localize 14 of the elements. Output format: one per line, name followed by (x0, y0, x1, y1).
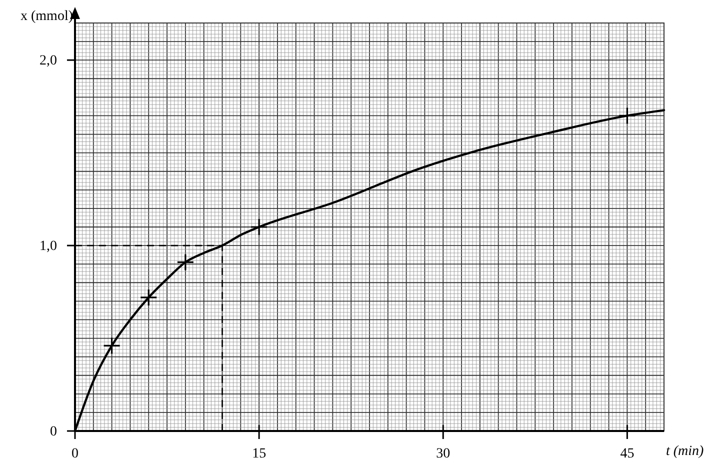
y-tick-label: 1,0 (40, 239, 57, 254)
point (176, 253, 194, 272)
point (140, 288, 158, 306)
x-tick-label: 15 (252, 446, 266, 462)
x-tick-label: 30 (436, 446, 450, 462)
point (618, 106, 636, 125)
point (250, 218, 268, 236)
y-tick-label: 2,0 (40, 54, 57, 69)
x-axis-title: t (min) (666, 444, 704, 459)
x-tick-label: 0 (72, 446, 78, 462)
y-tick-label: 0 (50, 424, 57, 440)
y-axis-title: x (mmol) (20, 9, 74, 24)
point (103, 336, 121, 354)
x-tick-label: 45 (620, 446, 634, 462)
